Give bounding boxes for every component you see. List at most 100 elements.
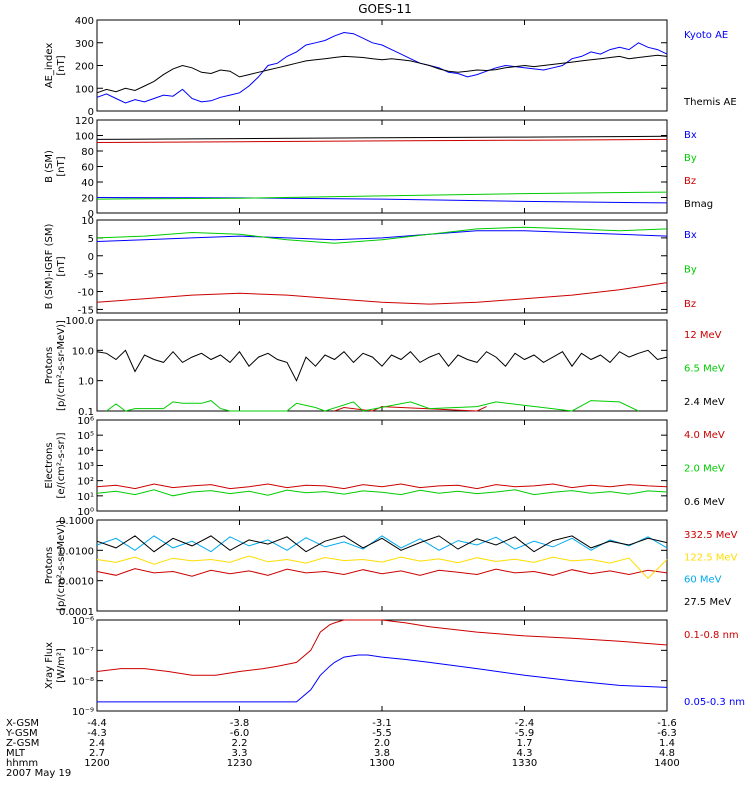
legend-label: Bz [684,176,696,187]
panel-3: 10 5 0 -5 -10 -15 B (SM)-IGRF (SM) [nT] Bx By Bz [44,216,697,316]
series-line-12-mev [334,406,487,412]
y-axis-unit: [p/(cm²-s-sr-MeV)] [56,520,67,611]
series-line-27-5-mev [96,535,668,553]
legend-label: Bz [684,299,696,310]
y-tick-label: 0.0001 [59,607,94,618]
panel-7: 10⁻⁶ 10⁻⁷ 10⁻⁸ 10⁻⁹ Xray Flux [W/m²] 0.1-0.8 n… [44,616,745,718]
y-tick-label: 10⁵ [77,431,94,442]
series-line-themis-ae [96,54,668,94]
y-tick-label: 0.0100 [59,546,94,557]
x-row-label: Y-GSM [5,728,38,739]
y-tick-label: 5 [88,234,94,245]
x-row-value: -4.3 [87,728,107,739]
series-line-4-0-mev [96,483,668,490]
legend-label: 6.5 MeV [684,364,725,375]
panel-frame [96,519,668,612]
legend-label: Bx [684,230,697,241]
legend-label: 2.0 MeV [684,464,725,475]
series-line-332-5-mev [96,568,668,577]
x-row-value: 1.4 [659,738,675,749]
y-tick-label: 10⁻⁷ [72,646,94,657]
y-axis-title: B (SM) [44,150,55,183]
y-tick-label: 10⁰ [77,507,94,518]
y-tick-label: 0.1 [78,407,94,418]
legend-label: Bmag [684,199,713,210]
series-line-122-5-mev [96,555,668,580]
y-axis-title: AE_index [44,43,55,89]
x-row-value: -2.4 [515,718,535,729]
y-tick-label: 60 [81,163,94,174]
x-row-value: -4.4 [87,718,107,729]
y-tick-label: -10 [78,288,94,299]
y-tick-label: 100.0 [65,316,94,327]
series-line-6-5-mev [106,400,639,412]
y-tick-label: 80 [81,147,94,158]
x-row-value: 4.8 [659,748,675,759]
y-tick-label: 10² [77,477,94,488]
y-tick-label: -5 [84,270,94,281]
x-row-value: 3.3 [232,748,248,759]
panel-frame [96,619,668,712]
legend-label: 332.5 MeV [684,530,738,541]
x-row-value: -5.5 [372,728,392,739]
panel-frame [96,419,668,512]
legend-label: 122.5 MeV [684,552,738,563]
series-line-kyoto-ae [96,31,668,104]
y-axis-title: Xray Flux [44,642,55,689]
y-tick-label: 0 [88,209,94,220]
legend-label: 12 MeV [684,330,722,341]
x-row-value: 1400 [654,758,679,769]
y-tick-label: 40 [81,178,94,189]
series-line-bx [96,197,668,204]
y-tick-label: 0 [88,107,94,118]
legend-label: By [684,153,697,164]
y-axis-title: Protons [44,547,55,584]
y-tick-label: 10⁴ [77,446,94,457]
x-row-value: 1.7 [517,738,533,749]
x-row-value: 3.8 [374,748,390,759]
series-line-60-mev [96,535,668,553]
y-axis-unit: [e/(cm²-s-sr)] [56,432,67,498]
x-row-value: 1330 [512,758,537,769]
y-tick-label: 120 [75,116,94,127]
y-axis-title: Electrons [44,442,55,488]
legend-label: Kyoto AE [684,30,728,41]
x-row-label: Z-GSM [6,738,39,749]
series-line-2-0-mev [96,489,668,497]
plot-title: GOES-11 [358,2,412,16]
legend-label: 2.4 MeV [684,397,725,408]
x-row-label: hhmm [6,758,38,769]
x-row-value: 2.2 [232,738,248,749]
series-line-by [96,226,668,244]
panel-2: 120 100 80 60 40 20 0 B (SM) [nT] Bx By Bz Bmag [44,116,713,220]
panel-4: 100.0 10.0 1.0 0.1 Protons [p/(cm²-s-sr-MeV)]… [44,316,725,418]
legend-label: 60 MeV [684,575,722,586]
legend-label: 27.5 MeV [684,597,731,608]
y-tick-label: 10⁶ [77,416,94,427]
y-tick-label: 0 [88,252,94,263]
x-row-value: -3.8 [230,718,250,729]
x-row-label: X-GSM [6,718,39,729]
y-tick-label: 400 [75,16,94,27]
x-row-value: -6.3 [657,728,677,739]
series-line-bx [96,230,668,242]
y-tick-label: 100 [75,84,94,95]
x-row-label: MLT [6,748,26,759]
y-axis-title: Protons [44,347,55,384]
series-line-bz [96,282,668,305]
y-tick-label: 1.0 [78,377,94,388]
series-line-0-05-0-3-nm [97,654,668,703]
x-row-value: -3.1 [372,718,392,729]
legend-label: By [684,265,697,276]
x-row-value: 1300 [369,758,394,769]
y-tick-label: 200 [75,62,94,73]
y-tick-label: -15 [78,305,94,316]
y-tick-label: 0.0010 [59,577,94,588]
x-row-value: 2.4 [89,738,105,749]
legend-label: 0.05-0.3 nm [684,697,745,708]
y-tick-label: 100 [75,132,94,143]
series-line-by [96,191,668,200]
y-axis-unit: [nT] [56,156,67,176]
